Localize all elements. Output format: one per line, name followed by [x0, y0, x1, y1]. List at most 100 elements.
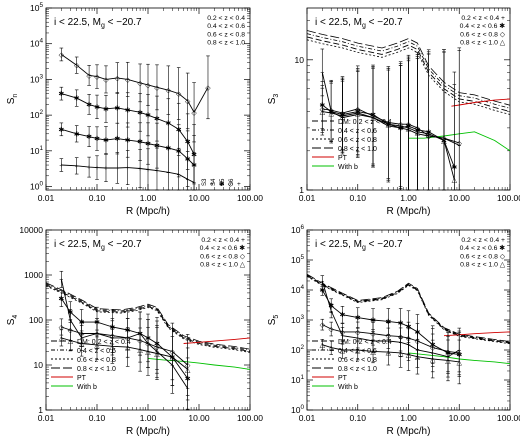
- data-marker: ◇: [355, 329, 361, 336]
- y-tick-label: 102: [291, 344, 304, 355]
- data-marker: ◇: [145, 82, 151, 89]
- data-marker: +: [320, 70, 324, 77]
- series-line: [61, 93, 195, 155]
- x-tick-label: 100.00: [497, 413, 520, 423]
- data-marker: ◇: [329, 108, 335, 115]
- y-tick-label: 104: [291, 284, 304, 295]
- data-marker: △: [370, 115, 376, 122]
- x-tick-label: 0.01: [38, 413, 55, 423]
- data-marker: ◇: [68, 327, 74, 334]
- data-marker: +: [115, 166, 119, 173]
- series-line: [321, 289, 460, 356]
- data-marker: ✱: [58, 295, 64, 303]
- data-marker: △: [370, 349, 376, 356]
- data-marker: △: [415, 354, 421, 361]
- legend-entry: 0.6 < z < 0.8 ◇: [460, 31, 506, 38]
- data-marker: △: [340, 348, 346, 355]
- data-marker: ◇: [415, 338, 421, 345]
- data-marker: ◇: [370, 114, 376, 121]
- legend-entry: 0.2 < z < 0.4 +: [461, 15, 505, 22]
- data-marker: △: [430, 357, 436, 364]
- data-marker: △: [137, 347, 143, 354]
- data-marker: +: [87, 165, 91, 172]
- series-line: [45, 282, 251, 350]
- data-marker: ✱: [137, 109, 143, 117]
- data-marker: △: [386, 122, 392, 129]
- legend-entry: 0.6 < z < 0.8 ◇: [200, 253, 246, 260]
- data-marker: ◇: [166, 88, 172, 95]
- x-tick-label: 0.01: [299, 193, 316, 203]
- data-marker: △: [441, 138, 447, 145]
- data-marker: ✱: [114, 135, 120, 143]
- data-marker: +: [75, 163, 79, 170]
- data-marker: △: [145, 349, 151, 356]
- y-tick-label: 10000: [19, 225, 43, 235]
- data-marker: ◇: [426, 133, 432, 140]
- data-marker: +: [166, 170, 170, 177]
- data-marker: △: [426, 131, 432, 138]
- data-marker: ✱: [86, 133, 92, 141]
- data-marker: ◇: [406, 122, 412, 129]
- data-marker: ◇: [79, 331, 85, 338]
- data-marker: △: [68, 338, 74, 345]
- y-tick-label: 1000: [24, 270, 43, 280]
- data-marker: △: [185, 367, 191, 374]
- x-tick-label: 10.00: [188, 193, 210, 203]
- data-marker: △: [406, 125, 412, 132]
- data-marker: ✱: [370, 317, 376, 325]
- data-marker: △: [125, 345, 131, 352]
- y-tick-label: 103: [291, 314, 304, 325]
- data-marker: △: [320, 109, 326, 116]
- data-marker: +: [138, 166, 142, 173]
- data-marker: △: [406, 352, 412, 359]
- data-marker: ◇: [441, 136, 447, 143]
- model-legend-entry: DM: 0.2 < z < 0.4: [338, 339, 392, 346]
- data-marker: ◇: [115, 75, 121, 82]
- x-tick-label: 100.00: [237, 413, 263, 423]
- data-marker: ◇: [154, 85, 160, 92]
- data-marker: +: [104, 166, 108, 173]
- legend-entry: 0.4 < z < 0.6 ✱: [200, 244, 246, 252]
- data-marker: ✱: [385, 318, 391, 326]
- x-tick-label: 1.00: [400, 413, 417, 423]
- data-marker: ✱: [319, 287, 325, 295]
- model-legend-entry: 0.6 < z < 0.8: [77, 357, 116, 364]
- series-line: [61, 164, 195, 183]
- data-marker: ✱: [154, 115, 160, 123]
- legend-entry: 0.2 < z < 0.4 +: [461, 237, 505, 244]
- x-axis-label: R (Mpc/h): [126, 206, 170, 217]
- panel-2: 0.01 0.10 1.00 10.00 100.00 1 10 R (Mpc/h) S3 i <…: [267, 7, 520, 217]
- x-tick-label: 0.10: [349, 193, 366, 203]
- order-marker: +: [210, 181, 214, 188]
- x-axis-label: R (Mpc/h): [387, 206, 431, 217]
- data-marker: ✱: [137, 138, 143, 146]
- series-line: [451, 98, 511, 107]
- series-line: [306, 30, 511, 106]
- data-marker: △: [355, 111, 361, 118]
- model-legend-entry: DM: 0.2 < z < 0.4: [77, 339, 131, 346]
- data-marker: △: [415, 129, 421, 136]
- panel-1: 0.01 0.10 1.00 10.00 100.00 100 101 102 103 104 10…: [6, 2, 263, 217]
- model-legend-entry: 0.8 < z < 1.0: [338, 366, 377, 373]
- data-marker: +: [59, 163, 63, 170]
- data-marker: ◇: [445, 349, 451, 356]
- data-marker: ✱: [328, 302, 334, 310]
- data-marker: △: [320, 342, 326, 349]
- data-marker: +: [95, 165, 99, 172]
- data-marker: △: [110, 344, 116, 351]
- annotation-text: i < 22.5, Mg < −20.7: [315, 239, 403, 252]
- series-line: [306, 36, 511, 113]
- series-line: [322, 324, 460, 354]
- data-marker: ◇: [137, 338, 143, 345]
- x-tick-label: 0.10: [89, 193, 106, 203]
- data-marker: ✱: [125, 137, 131, 145]
- data-marker: ✱: [145, 112, 151, 120]
- panel-3: 0.01 0.10 1.00 10.00 100.00 1 10 100 1000 10000 R …: [6, 225, 263, 437]
- data-marker: ◇: [430, 345, 436, 352]
- x-tick-label: 1.00: [140, 413, 157, 423]
- annotation-text: i < 22.5, Mg < −20.7: [54, 17, 142, 30]
- data-marker: ◇: [176, 91, 182, 98]
- series-line: [306, 33, 511, 109]
- data-marker: △: [79, 341, 85, 348]
- data-marker: ◇: [86, 73, 92, 80]
